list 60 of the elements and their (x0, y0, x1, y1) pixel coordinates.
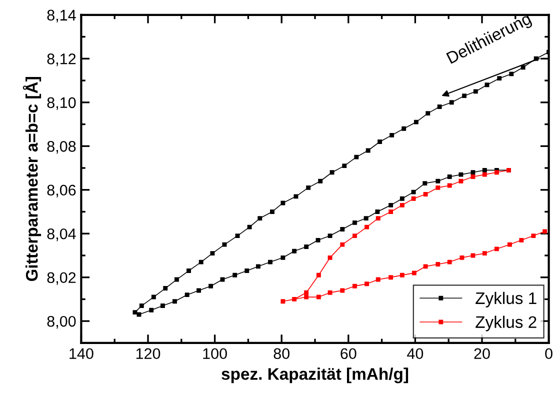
point (447, 183, 452, 188)
point (400, 202, 404, 208)
x-tick-label: 80 (274, 348, 290, 360)
x-tick-label: 0 (545, 348, 552, 360)
point (470, 253, 476, 258)
point (482, 251, 487, 256)
x-tick-label: 60 (340, 348, 356, 360)
point (494, 246, 499, 252)
point (280, 299, 286, 304)
point (316, 272, 321, 278)
point (328, 255, 332, 260)
point (542, 229, 548, 234)
point (340, 242, 345, 247)
point (400, 272, 404, 278)
point (436, 262, 440, 266)
point (460, 255, 464, 260)
x-tick-label: 140 (70, 348, 94, 360)
point (447, 260, 452, 264)
point (304, 290, 309, 295)
y-axis-title: Gitterparameter a=b=c [Å] (22, 77, 42, 282)
point (423, 192, 428, 196)
point (292, 296, 297, 302)
point (458, 178, 464, 184)
point (352, 284, 357, 288)
point (531, 234, 536, 238)
point (364, 224, 369, 230)
legend-label: Zyklus 2 (476, 316, 536, 332)
y-tick-label: 8,14 (47, 10, 76, 22)
x-tick-label: 40 (407, 348, 424, 360)
point (411, 196, 416, 201)
point (494, 170, 499, 175)
point (352, 234, 357, 238)
y-tick-label: 8,12 (47, 54, 76, 66)
point (340, 288, 345, 293)
point (423, 264, 428, 269)
legend-label: Zyklus 1 (476, 292, 536, 308)
y-tick-label: 8,02 (47, 272, 76, 285)
point (388, 210, 394, 214)
x-tick-label: 100 (203, 348, 227, 360)
point (470, 174, 476, 179)
x-axis-title: spez. Kapazität [mAh/g] (222, 368, 408, 384)
y-tick-label: 8,04 (47, 228, 76, 242)
point (328, 290, 332, 295)
point (412, 270, 416, 276)
x-tick-label: 120 (136, 348, 160, 360)
point (436, 185, 440, 190)
point (482, 172, 487, 177)
x-tick-label: 20 (474, 348, 490, 360)
point (508, 242, 512, 247)
y-tick-label: 8,08 (47, 140, 76, 154)
point (364, 282, 369, 286)
point (376, 277, 380, 282)
y-tick-label: 8,06 (47, 184, 76, 198)
point (519, 238, 524, 242)
y-tick-label: 8,10 (47, 97, 76, 110)
point (316, 294, 321, 300)
point (376, 216, 380, 221)
point (304, 294, 309, 300)
y-tick-label: 8,00 (47, 316, 76, 329)
point (388, 275, 394, 280)
